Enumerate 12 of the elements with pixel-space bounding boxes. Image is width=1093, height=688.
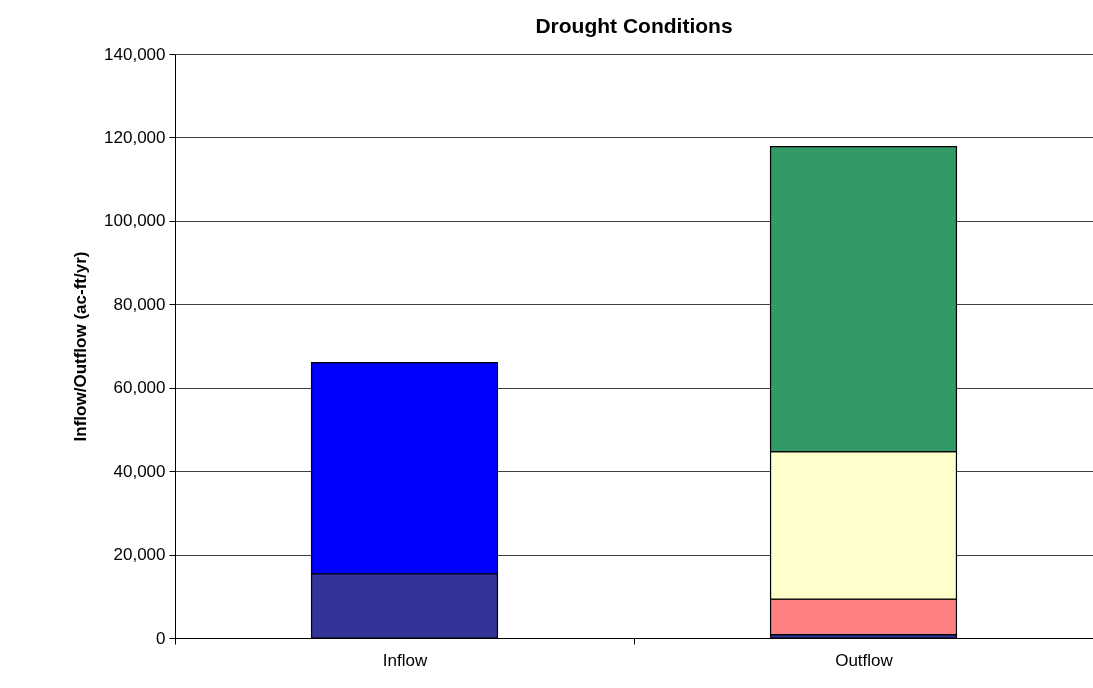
chart-title: Drought Conditions [535, 14, 733, 37]
y-tick-label: 20,000 [113, 545, 166, 565]
y-tick-label: 60,000 [113, 378, 166, 398]
x-tick-label: Outflow [835, 650, 894, 670]
y-tick-label: 120,000 [104, 127, 166, 147]
y-axis-title: Inflow/Outflow (ac-ft/yr) [71, 251, 91, 442]
y-tick-label: 40,000 [113, 461, 166, 481]
x-tick-label: Inflow [382, 650, 428, 670]
y-tick-label: 100,000 [104, 211, 166, 231]
y-tick-label: 140,000 [104, 44, 166, 64]
y-tick-label: 0 [156, 628, 166, 648]
y-tick-label: 80,000 [113, 294, 166, 314]
